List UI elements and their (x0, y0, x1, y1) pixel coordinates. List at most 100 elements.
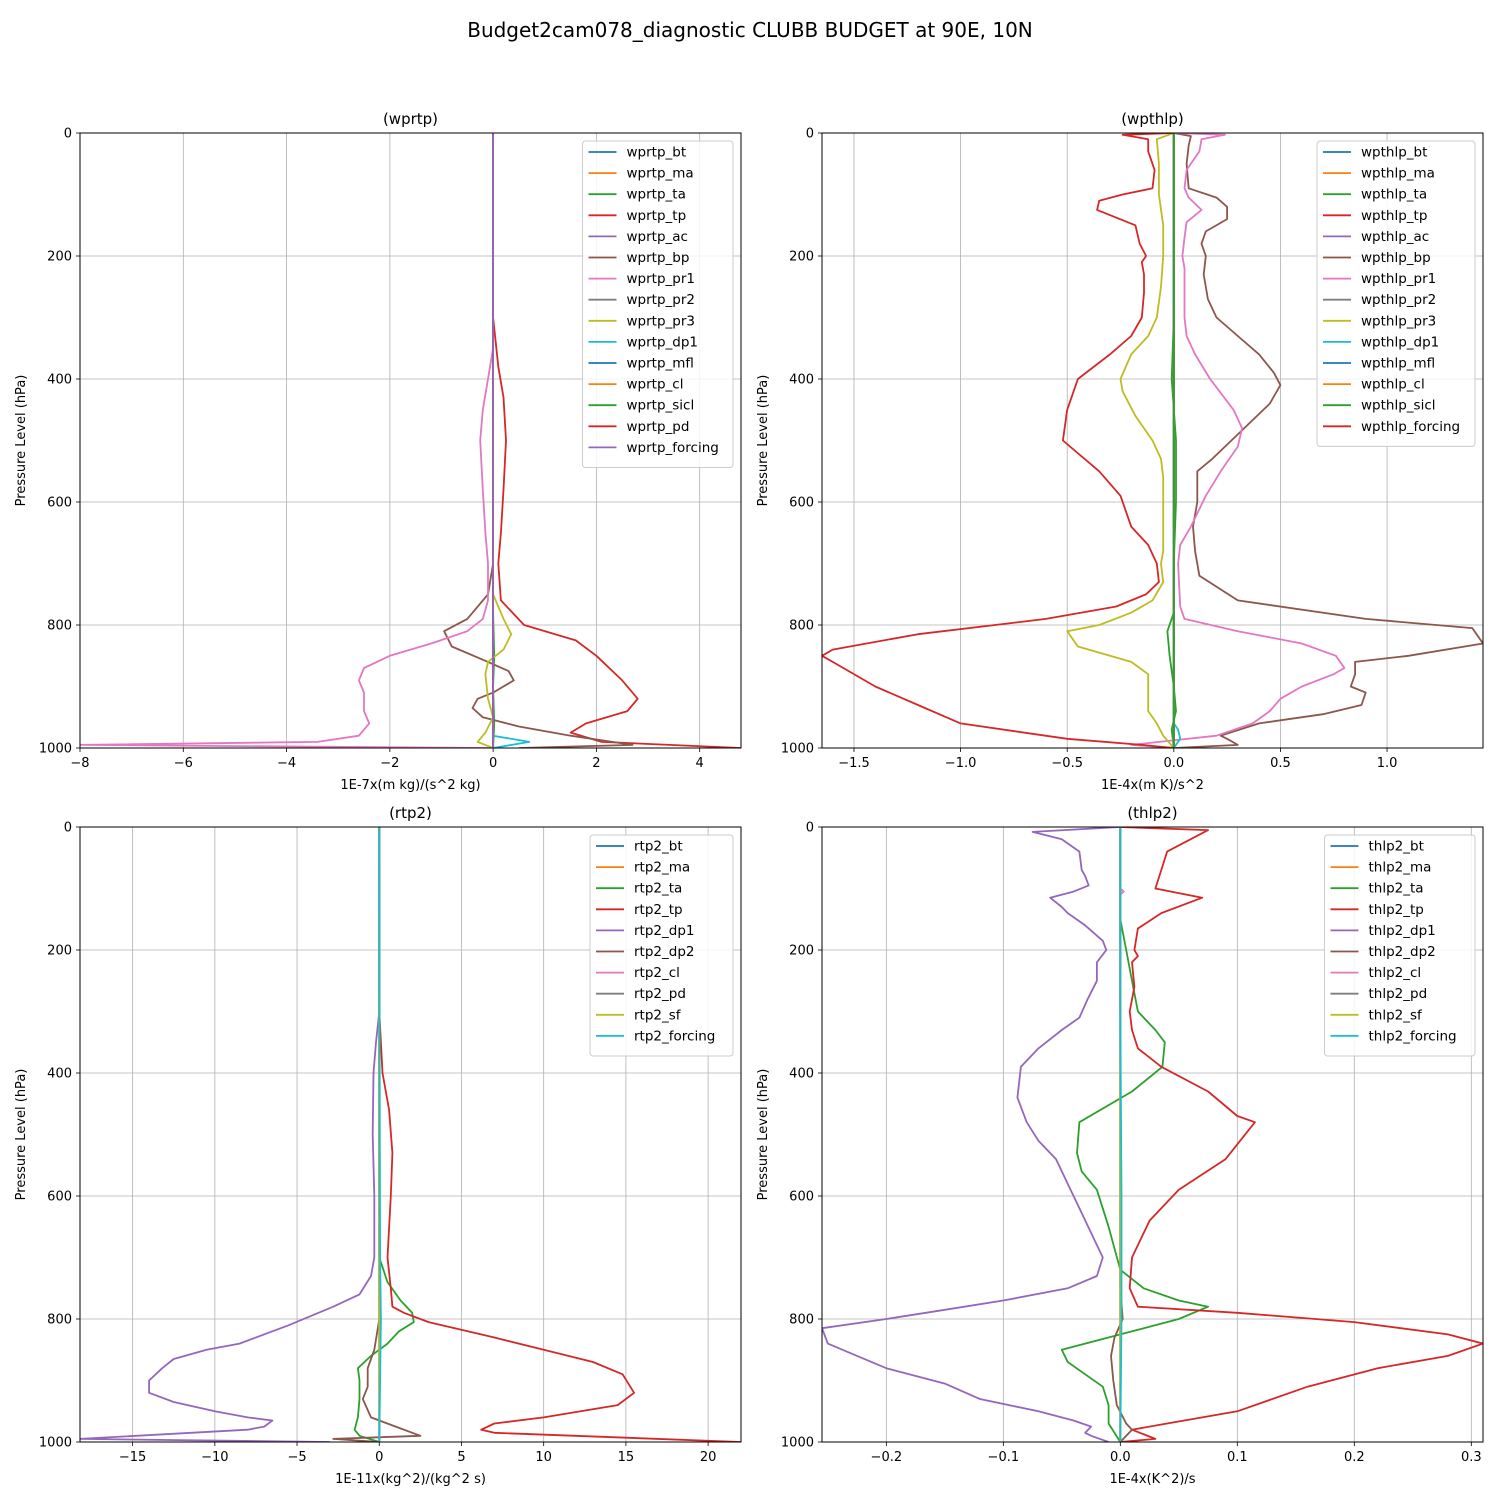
legend-entry: wprtp_cl (627, 377, 684, 393)
legend-entry: thlp2_forcing (1369, 1028, 1457, 1044)
y-tick-label: 800 (789, 1313, 814, 1328)
figure-title: Budget2cam078_diagnostic CLUBB BUDGET at… (467, 18, 1033, 42)
legend-box (589, 834, 734, 1057)
x-tick-label: 15 (618, 1450, 635, 1465)
legend-entry: wprtp_pr3 (627, 313, 695, 329)
x-tick-label: 5 (457, 1450, 465, 1465)
x-tick-label: −5 (287, 1450, 306, 1465)
series-line-thlp2_ta (1060, 827, 1209, 1442)
y-tick-label: 1000 (781, 742, 814, 757)
series-line-wprtp_tp (492, 133, 741, 748)
axes-frame (79, 132, 742, 749)
legend-entry: wprtp_bt (627, 145, 687, 161)
series-line-thlp2_forcing (1119, 827, 1123, 1442)
x-tick-label: −4 (277, 756, 296, 771)
legend-entry: rtp2_ma (634, 860, 690, 876)
x-tick-label: 0.2 (1344, 1450, 1365, 1465)
x-tick-label: −0.1 (988, 1450, 1020, 1465)
series-line-rtp2_tp (378, 827, 741, 1442)
x-tick-label: 0 (375, 1450, 383, 1465)
x-tick-label: −1.0 (945, 756, 977, 771)
legend: wprtp_bt wprtp_ma wprtp_ta wprtp_tp wprtp_ac… (582, 140, 734, 468)
x-tick-label: 4 (696, 756, 704, 771)
legend-entry: wpthlp_sicl (1361, 398, 1436, 414)
legend-entry: wprtp_forcing (627, 440, 719, 456)
series-group (822, 827, 1483, 1442)
legend-entry: thlp2_sf (1369, 1007, 1424, 1023)
legend: thlp2_bt thlp2_ma thlp2_ta thlp2_tp thlp2_dp… (1324, 834, 1476, 1057)
legend-entry: thlp2_bt (1369, 839, 1424, 855)
x-tick-label: −8 (70, 756, 89, 771)
series-line-wprtp_pr1 (80, 133, 494, 748)
legend-entry: wprtp_dp1 (627, 334, 699, 350)
subplot-title: (wprtp) (383, 110, 438, 128)
series-line-wprtp_bp (443, 133, 634, 748)
legend-entry: wpthlp_cl (1361, 377, 1425, 393)
x-tick-label: 10 (535, 1450, 552, 1465)
x-axis-label: 1E-4x(m K)/s^2 (1101, 778, 1204, 793)
legend-entry: thlp2_cl (1369, 965, 1422, 981)
series-line-wpthlp_dp1 (1172, 133, 1182, 748)
legend-entry: wprtp_pr2 (627, 292, 695, 308)
subplot-title: (rtp2) (389, 804, 432, 822)
legend-entry: rtp2_cl (634, 965, 680, 981)
subplot-3: −15 −10 −5 0 5 10 15 2002004006008001000(rtp2)1… (14, 804, 742, 1487)
series-line-wprtp_dp1 (492, 133, 531, 748)
y-tick-label: 600 (47, 496, 72, 511)
legend-box (582, 140, 734, 468)
x-tick-label: −2 (380, 756, 399, 771)
series-line-rtp2_dp2 (332, 827, 422, 1442)
x-tick-label: 0.0 (1110, 1450, 1131, 1465)
x-tick-label: −10 (201, 1450, 228, 1465)
legend-entry: rtp2_dp1 (634, 923, 694, 939)
legend-entry: rtp2_tp (634, 902, 683, 918)
subplots: −8 −6 −4 −2 0 2 402004006008001000(wprtp)1E-7x… (14, 110, 1484, 1487)
legend-entry: wprtp_pr1 (627, 271, 695, 287)
y-tick-label: 800 (47, 1313, 72, 1328)
legend-entry: rtp2_dp2 (634, 944, 694, 960)
series-line-wpthlp_bp (1173, 133, 1483, 748)
y-tick-label: 600 (789, 496, 814, 511)
legend-box (1316, 140, 1476, 447)
legend-entry: wpthlp_bp (1361, 250, 1431, 266)
axes-frame (821, 132, 1484, 749)
x-tick-label: 0.1 (1227, 1450, 1248, 1465)
y-tick-label: 1000 (39, 742, 72, 757)
y-tick-label: 0 (64, 127, 72, 142)
x-tick-label: −6 (174, 756, 193, 771)
series-group (80, 827, 741, 1442)
legend-entry: wpthlp_ac (1361, 229, 1429, 245)
legend-entry: thlp2_dp1 (1369, 923, 1436, 939)
axes-frame (821, 826, 1484, 1443)
y-tick-label: 200 (789, 250, 814, 265)
series-line-thlp2_dp1 (822, 827, 1121, 1442)
series-line-wprtp_pr3 (476, 133, 513, 748)
y-axis-label: Pressure Level (hPa) (756, 1069, 771, 1201)
legend-entry: thlp2_dp2 (1369, 944, 1436, 960)
y-tick-label: 200 (47, 250, 72, 265)
legend-entry: rtp2_ta (634, 881, 682, 897)
y-tick-label: 0 (806, 821, 814, 836)
legend: wpthlp_bt wpthlp_ma wpthlp_ta wpthlp_tpwpth… (1316, 140, 1476, 447)
series-line-wpthlp_pr3 (1066, 133, 1175, 748)
y-tick-label: 400 (47, 373, 72, 388)
x-tick-label: 0.0 (1163, 756, 1184, 771)
legend-entry: wpthlp_forcing (1361, 419, 1460, 435)
x-tick-label: 0.5 (1270, 756, 1291, 771)
legend-box (1324, 834, 1476, 1057)
series-line-wpthlp_ta (1166, 133, 1177, 748)
y-tick-label: 1000 (781, 1436, 814, 1451)
y-axis-label: Pressure Level (hPa) (756, 375, 771, 507)
y-tick-label: 600 (47, 1190, 72, 1205)
legend-entry: wpthlp_pr2 (1361, 292, 1436, 308)
legend-entry: wprtp_ac (627, 229, 688, 245)
legend-entry: rtp2_forcing (634, 1028, 715, 1044)
y-tick-label: 800 (789, 619, 814, 634)
legend-entry: rtp2_sf (634, 1007, 682, 1023)
x-tick-label: −0.2 (871, 1450, 903, 1465)
legend-entry: wpthlp_ma (1361, 166, 1435, 182)
legend: rtp2_bt rtp2_ma rtp2_ta rtp2_tp rtp2_dp1 rtp2… (589, 834, 734, 1057)
legend-entry: thlp2_tp (1369, 902, 1424, 918)
x-axis-label: 1E-11x(kg^2)/(kg^2 s) (335, 1472, 486, 1487)
x-tick-label: −0.5 (1051, 756, 1083, 771)
